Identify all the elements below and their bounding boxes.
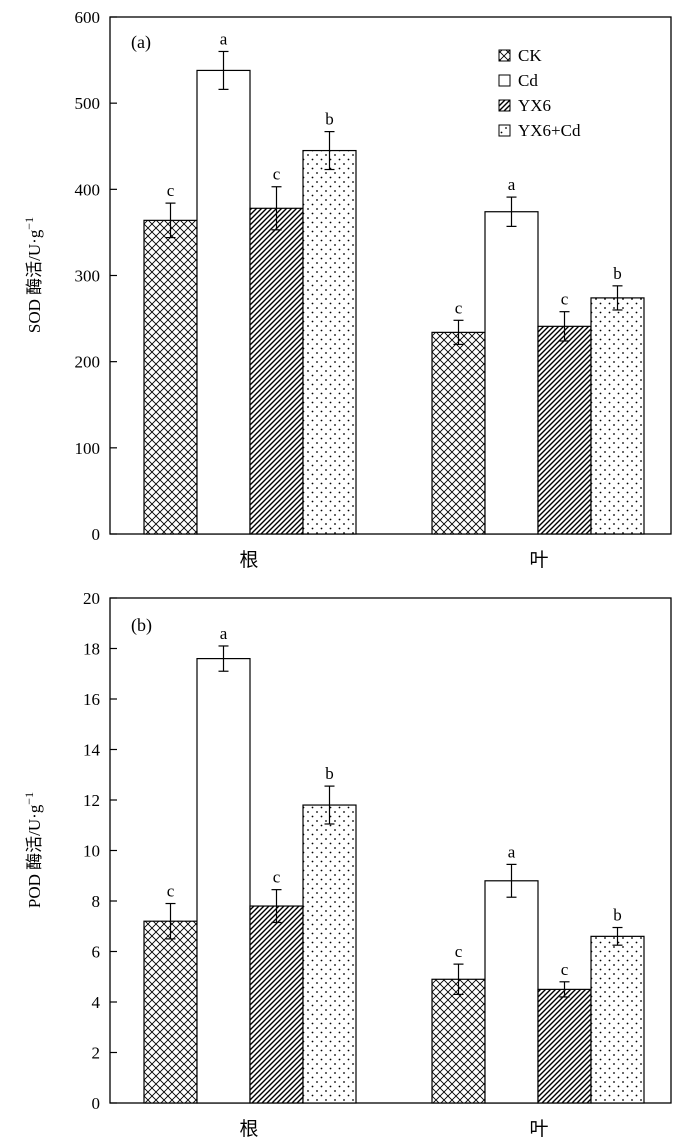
- bar-ck-root: [143, 219, 198, 535]
- sig-label-cd-leaf: a: [508, 842, 516, 861]
- error-bar-ck-leaf: [453, 319, 464, 346]
- y-axis: 0 100 200 300 400 500 600: [75, 8, 117, 544]
- legend-item-yx6-cd: YX6+Cd: [498, 121, 581, 140]
- bars: c c a a c c b b: [143, 29, 645, 535]
- error-bar-cd-leaf: [506, 196, 517, 227]
- y-tick-label: 10: [83, 842, 100, 861]
- bar-cd-leaf: [484, 211, 539, 535]
- error-bar-cd-root: [218, 645, 229, 672]
- y-tick-label: 6: [92, 943, 101, 962]
- y-tick-label: 400: [75, 180, 101, 199]
- error-bar-yx6-cd-root: [324, 131, 335, 171]
- error-bar-yx6-root: [271, 889, 282, 924]
- panel-b: 0 2 4 6 8 10 12 14 16 18 20 c c a a c c b b (b) 根 叶 POD 酶…: [22, 589, 672, 1140]
- sig-label-yx6-cd-leaf: b: [613, 906, 622, 925]
- sig-label-cd-root: a: [220, 624, 228, 643]
- error-bar-cd-root: [218, 50, 229, 90]
- y-tick-label: 500: [75, 94, 101, 113]
- error-bar-yx6-root: [271, 186, 282, 231]
- y-tick-label: 300: [75, 267, 101, 286]
- legend-swatch-cd: [498, 74, 511, 87]
- bar-yx6-cd-leaf: [590, 935, 645, 1104]
- error-bar-yx6-cd-leaf: [612, 926, 623, 946]
- legend-label-cd: Cd: [518, 71, 538, 90]
- legend-label-ck: CK: [518, 46, 542, 65]
- bar-cd-root: [196, 69, 251, 535]
- error-bar-ck-leaf: [453, 963, 464, 996]
- panel-tag: (a): [131, 32, 151, 53]
- y-axis-label: POD 酶活/U·g−1: [22, 792, 44, 908]
- category-label-leaf: 叶: [529, 1118, 548, 1140]
- error-bar-cd-leaf: [506, 863, 517, 898]
- legend-item-yx6: YX6: [498, 96, 551, 115]
- bar-ck-leaf: [431, 978, 486, 1104]
- bar-cd-root: [196, 657, 251, 1104]
- y-axis: 0 2 4 6 8 10 12 14 16 18 20: [83, 589, 117, 1113]
- bar-yx6-cd-root: [302, 804, 357, 1104]
- sig-label-yx6-cd-leaf: b: [613, 264, 622, 283]
- y-tick-label: 12: [83, 791, 100, 810]
- category-label-leaf: 叶: [529, 549, 548, 571]
- y-tick-label: 600: [75, 8, 101, 27]
- y-tick-label: 4: [92, 993, 101, 1012]
- category-label-root: 根: [239, 1118, 258, 1140]
- legend: CK Cd YX6 YX6+Cd: [498, 46, 581, 140]
- error-bar-ck-root: [165, 202, 176, 239]
- legend-swatch-yx6-cd: [498, 124, 511, 137]
- legend-item-ck: CK: [498, 46, 542, 65]
- bar-ck-leaf: [431, 331, 486, 535]
- sig-label-yx6-cd-root: b: [325, 110, 334, 129]
- sig-label-ck-leaf: c: [455, 298, 463, 317]
- sig-label-ck-leaf: c: [455, 942, 463, 961]
- y-tick-label: 0: [92, 525, 101, 544]
- y-tick-label: 200: [75, 353, 101, 372]
- error-bar-yx6-leaf: [559, 981, 570, 998]
- y-tick-label: 16: [83, 690, 100, 709]
- panel-tag: (b): [131, 615, 152, 636]
- sig-label-yx6-cd-root: b: [325, 764, 334, 783]
- sig-label-cd-leaf: a: [508, 175, 516, 194]
- sig-label-yx6-root: c: [273, 868, 281, 887]
- y-tick-label: 20: [83, 589, 100, 608]
- y-tick-label: 0: [92, 1094, 101, 1113]
- error-bar-ck-root: [165, 902, 176, 940]
- sig-label-ck-root: c: [167, 882, 175, 901]
- y-tick-label: 2: [92, 1044, 101, 1063]
- error-bar-yx6-cd-root: [324, 785, 335, 825]
- error-bar-yx6-cd-leaf: [612, 285, 623, 311]
- y-tick-label: 100: [75, 439, 101, 458]
- y-axis-label: SOD 酶活/U·g−1: [22, 217, 44, 333]
- bar-ck-root: [143, 920, 198, 1104]
- y-tick-label: 14: [83, 741, 101, 760]
- sig-label-ck-root: c: [167, 181, 175, 200]
- bar-yx6-root: [249, 207, 304, 535]
- bar-yx6-cd-root: [302, 149, 357, 535]
- legend-swatch-yx6: [498, 99, 511, 112]
- bar-cd-leaf: [484, 880, 539, 1104]
- sig-label-yx6-root: c: [273, 165, 281, 184]
- error-bar-yx6-leaf: [559, 311, 570, 342]
- legend-item-cd: Cd: [498, 71, 538, 90]
- panel-a: 0 100 200 300 400 500 600 c c a a c c b b (a) 根 叶 SOD…: [22, 8, 672, 571]
- legend-swatch-ck: [498, 49, 511, 62]
- sig-label-yx6-leaf: c: [561, 960, 569, 979]
- bar-yx6-leaf: [537, 988, 592, 1104]
- y-tick-label: 18: [83, 640, 100, 659]
- legend-label-yx6: YX6: [518, 96, 551, 115]
- legend-label-yx6-cd: YX6+Cd: [518, 121, 581, 140]
- y-tick-label: 8: [92, 892, 101, 911]
- sig-label-yx6-leaf: c: [561, 290, 569, 309]
- bars: c c a a c c b b: [143, 624, 645, 1104]
- bar-yx6-root: [249, 905, 304, 1104]
- category-label-root: 根: [239, 549, 258, 571]
- bar-yx6-leaf: [537, 325, 592, 535]
- bar-yx6-cd-leaf: [590, 297, 645, 535]
- sig-label-cd-root: a: [220, 29, 228, 48]
